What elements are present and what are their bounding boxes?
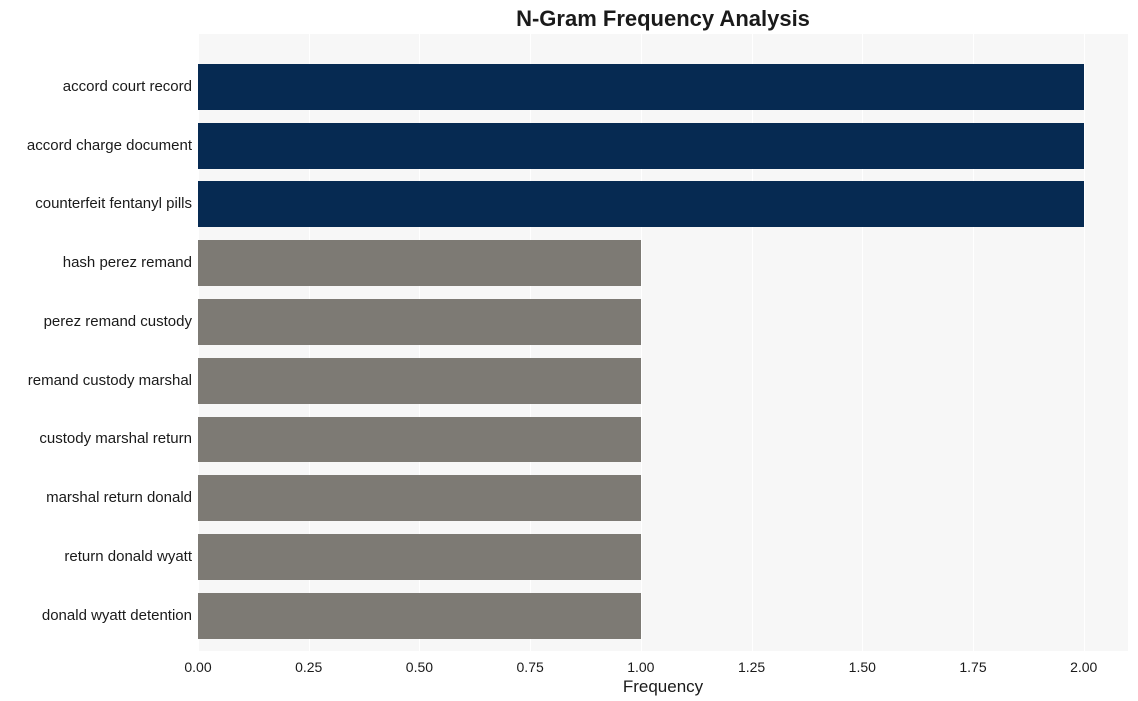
- y-tick-label: accord court record: [0, 78, 192, 95]
- x-tick-label: 1.50: [849, 659, 876, 675]
- x-tick-label: 1.75: [959, 659, 986, 675]
- plot-area: [198, 34, 1128, 651]
- chart-title: N-Gram Frequency Analysis: [198, 6, 1128, 32]
- bar: [198, 358, 641, 404]
- x-tick-label: 1.25: [738, 659, 765, 675]
- bar: [198, 181, 1084, 227]
- bar: [198, 299, 641, 345]
- y-tick-label: perez remand custody: [0, 313, 192, 330]
- x-tick-label: 0.75: [517, 659, 544, 675]
- bar: [198, 64, 1084, 110]
- y-tick-label: marshal return donald: [0, 489, 192, 506]
- y-tick-label: counterfeit fentanyl pills: [0, 195, 192, 212]
- y-tick-label: return donald wyatt: [0, 548, 192, 565]
- ngram-frequency-chart: N-Gram Frequency Analysis Frequency 0.00…: [0, 0, 1138, 701]
- y-tick-label: accord charge document: [0, 137, 192, 154]
- x-tick-label: 1.00: [627, 659, 654, 675]
- bar: [198, 593, 641, 639]
- x-tick-label: 2.00: [1070, 659, 1097, 675]
- bar: [198, 534, 641, 580]
- bar: [198, 240, 641, 286]
- x-tick-label: 0.50: [406, 659, 433, 675]
- bar: [198, 123, 1084, 169]
- y-tick-label: custody marshal return: [0, 430, 192, 447]
- x-axis-title: Frequency: [198, 677, 1128, 697]
- y-tick-label: remand custody marshal: [0, 372, 192, 389]
- bar: [198, 417, 641, 463]
- y-tick-label: hash perez remand: [0, 254, 192, 271]
- x-tick-label: 0.00: [184, 659, 211, 675]
- x-tick-label: 0.25: [295, 659, 322, 675]
- gridline: [1084, 34, 1085, 651]
- y-tick-label: donald wyatt detention: [0, 607, 192, 624]
- bar: [198, 475, 641, 521]
